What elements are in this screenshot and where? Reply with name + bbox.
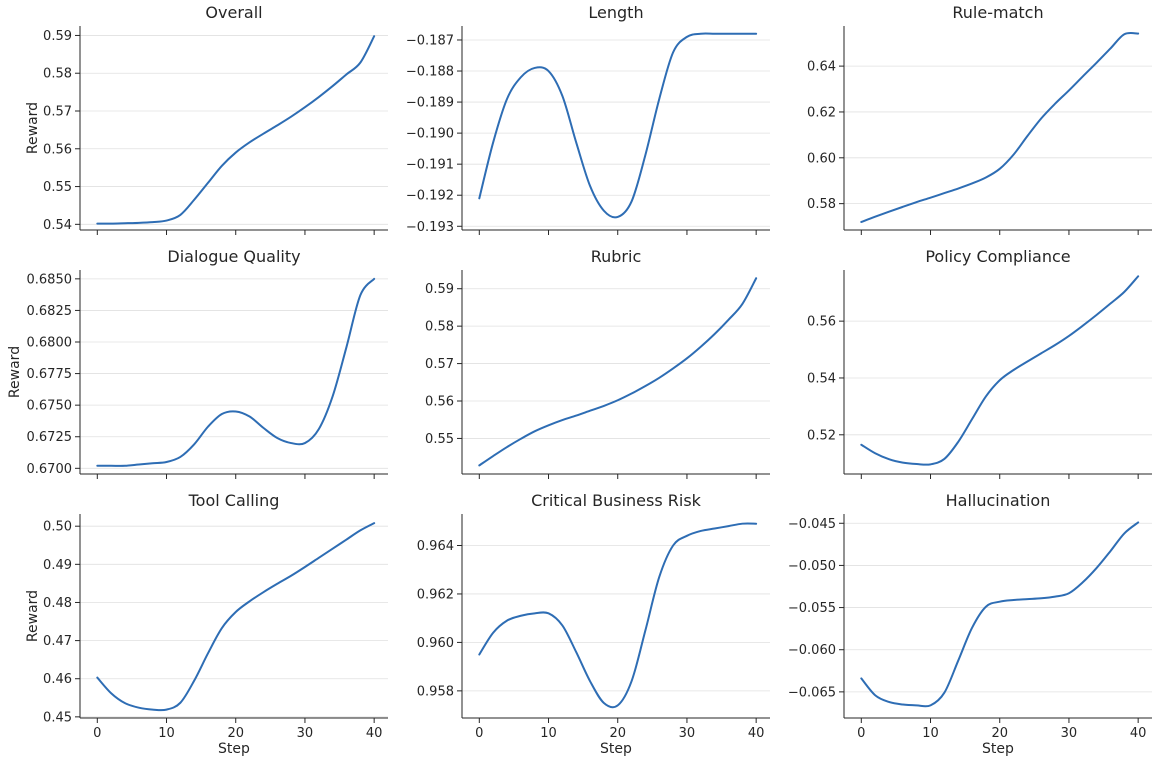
x-tick-label: 30 <box>1061 726 1078 741</box>
subplot-title: Dialogue Quality <box>167 247 300 266</box>
y-tick-label: 0.960 <box>417 636 454 651</box>
x-tick-label: 0 <box>857 726 865 741</box>
y-tick-label: 0.964 <box>417 539 454 554</box>
series-line <box>96 35 376 225</box>
x-tick-label: 40 <box>1130 726 1147 741</box>
y-axis-label: Reward <box>25 102 41 154</box>
y-tick-label: 0.64 <box>807 60 836 75</box>
series-line <box>860 275 1140 466</box>
subplot-policy-compliance: Policy Compliance 0.52 0.54 0.56 <box>807 247 1152 479</box>
subplot-tool-calling: Tool Calling 0.45 0.46 0.47 0.48 0.49 0.50 0 10 2… <box>25 491 388 757</box>
subplot-length: Length −0.187 −0.188 −0.189 −0.190 −0.191 −0.1… <box>406 3 770 235</box>
y-tick-label: 0.6800 <box>27 336 73 351</box>
y-tick-label: 0.6750 <box>27 399 73 414</box>
x-tick-label: 30 <box>679 726 696 741</box>
x-axis-label: Step <box>600 741 632 757</box>
subplot-title: Hallucination <box>946 491 1051 510</box>
y-tick-label: −0.193 <box>406 220 454 235</box>
y-tick-label: −0.187 <box>406 33 454 48</box>
y-tick-label: 0.958 <box>417 684 454 699</box>
x-tick-label: 40 <box>366 726 383 741</box>
subplot-title: Rubric <box>591 247 642 266</box>
y-tick-label: 0.58 <box>807 197 836 212</box>
series-line <box>860 31 1140 223</box>
x-tick-label: 10 <box>540 726 557 741</box>
subplot-rubric: Rubric 0.55 0.56 0.57 0.58 0.59 <box>425 247 770 479</box>
y-tick-label: 0.56 <box>425 395 454 410</box>
subplot-critical-business-risk: Critical Business Risk 0.958 0.960 0.962 0.9… <box>417 491 770 757</box>
y-tick-label: −0.045 <box>788 517 836 532</box>
subplot-title: Critical Business Risk <box>531 491 702 510</box>
y-tick-label: −0.050 <box>788 559 836 574</box>
y-tick-label: −0.190 <box>406 127 454 142</box>
y-tick-label: 0.57 <box>425 357 454 372</box>
y-tick-label: −0.060 <box>788 643 836 658</box>
y-tick-label: 0.6725 <box>27 430 73 445</box>
y-tick-label: 0.6825 <box>27 304 73 319</box>
x-tick-label: 0 <box>93 726 101 741</box>
y-axis-label: Reward <box>25 590 41 642</box>
x-tick-label: 20 <box>991 726 1008 741</box>
series-line <box>478 32 758 219</box>
y-tick-label: 0.50 <box>43 520 72 535</box>
y-axis-label: Reward <box>7 346 23 398</box>
y-tick-label: 0.6775 <box>27 367 73 382</box>
y-tick-label: 0.45 <box>43 710 72 725</box>
y-tick-label: 0.54 <box>43 218 72 233</box>
series-line <box>860 521 1140 708</box>
y-tick-label: 0.56 <box>43 142 72 157</box>
series-line <box>478 277 758 467</box>
subplot-rule-match: Rule-match 0.58 0.60 0.62 0.64 <box>807 3 1152 235</box>
x-tick-label: 30 <box>297 726 314 741</box>
y-tick-label: −0.191 <box>406 158 454 173</box>
y-tick-label: −0.189 <box>406 96 454 111</box>
y-tick-label: 0.52 <box>807 428 836 443</box>
x-axis-label: Step <box>218 741 250 757</box>
subplot-dialogue-quality: Dialogue Quality 0.6700 0.6725 0.6750 0.6775… <box>7 247 388 479</box>
series-line <box>96 522 376 712</box>
y-tick-label: 0.59 <box>43 29 72 44</box>
subplot-title: Tool Calling <box>188 491 280 510</box>
y-tick-label: 0.57 <box>43 105 72 120</box>
subplot-title: Policy Compliance <box>925 247 1070 266</box>
x-tick-label: 10 <box>922 726 939 741</box>
subplot-hallucination: Hallucination −0.065 −0.060 −0.055 −0.050 −0.… <box>788 491 1152 757</box>
y-tick-label: −0.192 <box>406 189 454 204</box>
y-tick-label: −0.065 <box>788 685 836 700</box>
y-tick-label: 0.58 <box>425 320 454 335</box>
y-tick-label: −0.188 <box>406 65 454 80</box>
y-tick-label: 0.47 <box>43 634 72 649</box>
y-tick-label: 0.48 <box>43 596 72 611</box>
y-tick-label: 0.49 <box>43 558 72 573</box>
x-tick-label: 20 <box>609 726 626 741</box>
subplot-title: Length <box>588 3 643 22</box>
y-tick-label: 0.62 <box>807 105 836 120</box>
subplot-title: Overall <box>205 3 262 22</box>
x-tick-label: 10 <box>158 726 175 741</box>
y-tick-label: 0.6850 <box>27 272 73 287</box>
x-axis-label: Step <box>982 741 1014 757</box>
x-tick-label: 40 <box>748 726 765 741</box>
y-tick-label: 0.54 <box>807 371 836 386</box>
y-tick-label: 0.58 <box>43 67 72 82</box>
y-tick-label: 0.55 <box>43 180 72 195</box>
x-tick-label: 20 <box>227 726 244 741</box>
y-tick-label: 0.6700 <box>27 462 73 477</box>
series-line <box>478 522 758 709</box>
y-tick-label: 0.55 <box>425 432 454 447</box>
y-tick-label: 0.56 <box>807 315 836 330</box>
y-tick-label: 0.46 <box>43 672 72 687</box>
series-line <box>96 277 376 467</box>
y-tick-label: 0.962 <box>417 587 454 602</box>
y-tick-label: 0.59 <box>425 282 454 297</box>
y-tick-label: 0.60 <box>807 151 836 166</box>
subplot-overall: Overall 0.54 0.55 0.56 0.57 0.58 0.59 Reward <box>25 3 388 235</box>
subplot-title: Rule-match <box>952 3 1043 22</box>
x-tick-label: 0 <box>475 726 483 741</box>
y-tick-label: −0.055 <box>788 601 836 616</box>
